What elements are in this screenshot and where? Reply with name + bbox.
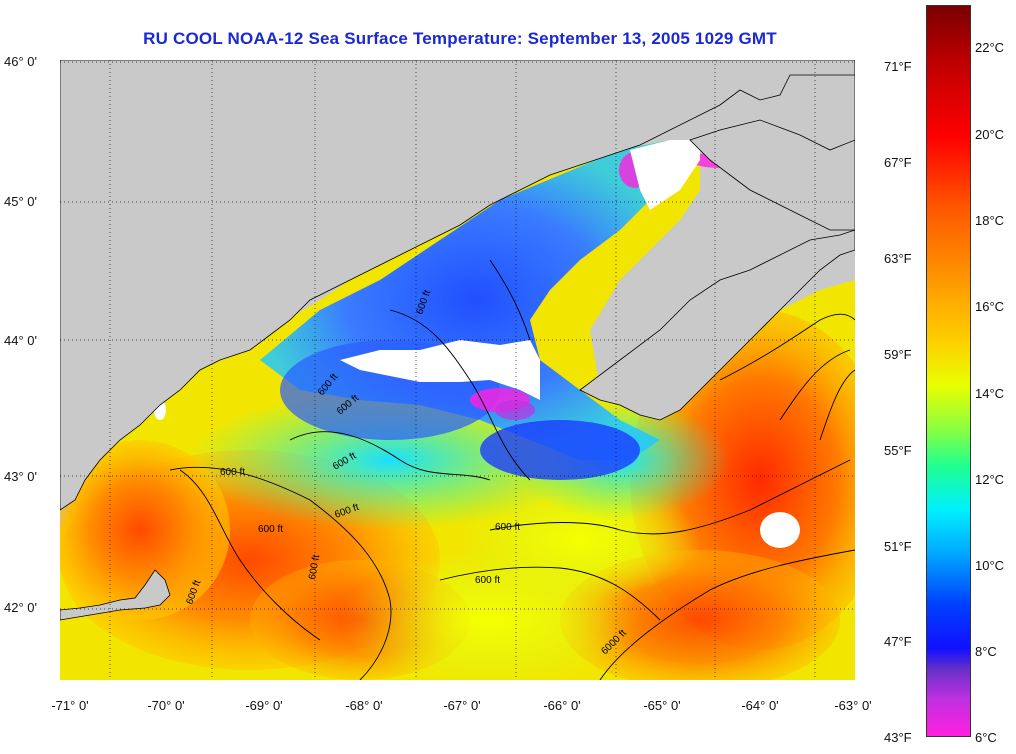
contour-label: 600 ft	[258, 524, 283, 535]
fahrenheit-label: 55°F	[884, 443, 912, 458]
latitude-label: 43° 0'	[4, 469, 37, 484]
longitude-label: -65° 0'	[643, 698, 681, 713]
celsius-label: 8°C	[975, 644, 997, 659]
longitude-label: -64° 0'	[741, 698, 779, 713]
contour-label: 600 ft	[220, 467, 245, 478]
water-layer	[60, 140, 855, 680]
celsius-label: 20°C	[975, 127, 1005, 142]
latitude-label: 46° 0'	[4, 54, 37, 69]
sst-map-svg: 600 ft 600 ft 600 ft 600 ft 600 ft 600 f…	[60, 60, 855, 680]
celsius-label: 6°C	[975, 730, 997, 745]
sst-map: 600 ft 600 ft 600 ft 600 ft 600 ft 600 f…	[60, 60, 855, 680]
latitude-label: 42° 0'	[4, 600, 37, 615]
latitude-label: 45° 0'	[4, 194, 37, 209]
contour-label: 600 ft	[307, 554, 322, 581]
fahrenheit-label: 63°F	[884, 251, 912, 266]
celsius-label: 22°C	[975, 40, 1005, 55]
fahrenheit-label: 47°F	[884, 634, 912, 649]
contour-label: 600 ft	[495, 522, 520, 533]
longitude-label: -69° 0'	[245, 698, 283, 713]
fahrenheit-label: 59°F	[884, 347, 912, 362]
fahrenheit-label: 71°F	[884, 59, 912, 74]
celsius-label: 10°C	[975, 558, 1005, 573]
fahrenheit-label: 67°F	[884, 155, 912, 170]
longitude-label: -67° 0'	[443, 698, 481, 713]
celsius-label: 12°C	[975, 472, 1005, 487]
latitude-label: 44° 0'	[4, 333, 37, 348]
longitude-label: -70° 0'	[147, 698, 185, 713]
fahrenheit-label: 51°F	[884, 539, 912, 554]
fahrenheit-label: 43°F	[884, 730, 912, 745]
longitude-label: -68° 0'	[345, 698, 383, 713]
graticule	[60, 60, 855, 680]
longitude-label: -71° 0'	[51, 698, 89, 713]
contour-lines	[169, 259, 855, 680]
map-title: RU COOL NOAA-12 Sea Surface Temperature:…	[143, 29, 777, 48]
longitude-label: -66° 0'	[543, 698, 581, 713]
celsius-label: 16°C	[975, 299, 1005, 314]
temperature-colorbar	[926, 5, 971, 737]
celsius-label: 14°C	[975, 386, 1005, 401]
contour-label: 600 ft	[475, 575, 500, 586]
land-layer	[60, 60, 855, 621]
longitude-label: -63° 0'	[834, 698, 872, 713]
celsius-label: 18°C	[975, 213, 1005, 228]
